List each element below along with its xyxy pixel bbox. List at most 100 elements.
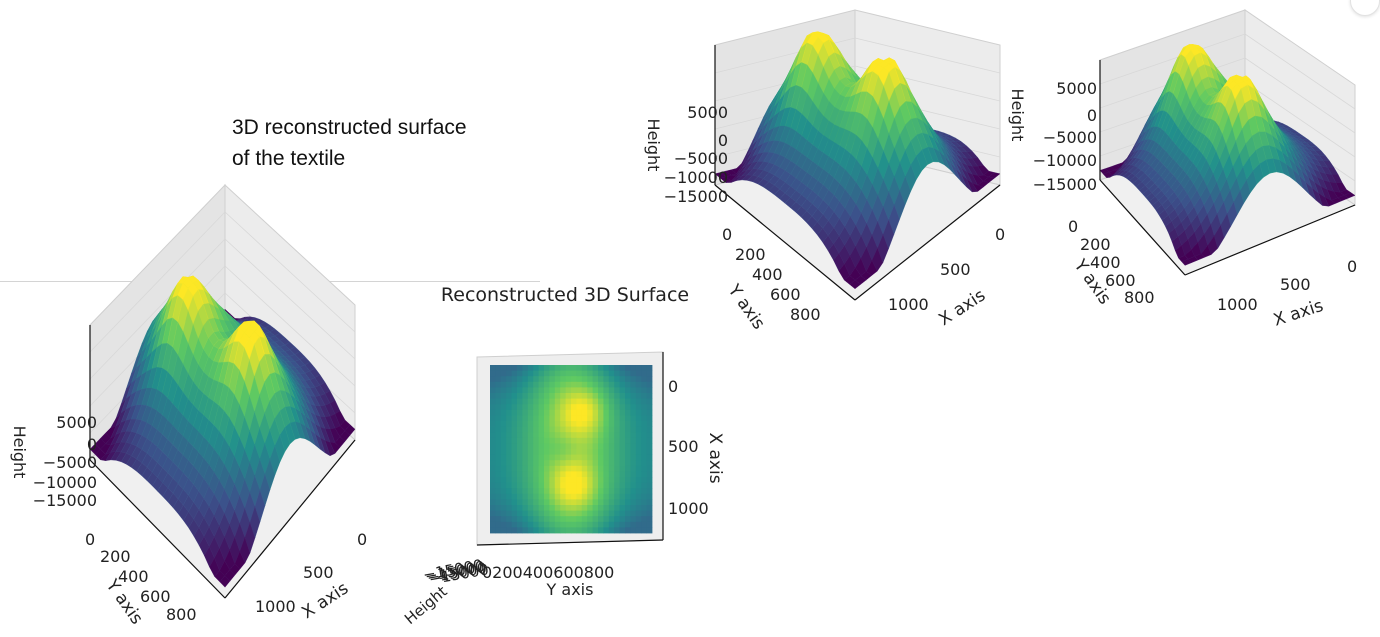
- surface-cell: [581, 426, 588, 433]
- surface-cell: [549, 454, 556, 461]
- surface-cell: [565, 404, 572, 411]
- surface-cell: [527, 465, 534, 472]
- surface-cell: [576, 516, 583, 523]
- surface-cell: [565, 505, 572, 511]
- surface-cell: [517, 505, 523, 511]
- surface-cell: [646, 449, 653, 455]
- surface-cell: [511, 426, 518, 433]
- surface-cell: [635, 499, 642, 506]
- surface-cell: [527, 409, 534, 416]
- surface-cell: [587, 404, 593, 411]
- surface-cell: [608, 437, 615, 444]
- surface-cell: [630, 393, 637, 399]
- surface-cell: [538, 387, 545, 394]
- y-axis-line: [476, 539, 664, 546]
- surface-cell: [635, 488, 642, 495]
- surface-cell: [635, 432, 642, 439]
- surface-cell: [533, 443, 539, 450]
- surface-cell: [581, 381, 588, 388]
- surface-cell: [581, 454, 588, 461]
- x-tick-label: 500: [1280, 275, 1311, 294]
- surface-cell: [560, 432, 566, 439]
- surface-cell: [533, 510, 539, 517]
- surface-cell: [646, 477, 653, 483]
- surface-cell: [522, 516, 529, 523]
- surface-cell: [517, 460, 523, 467]
- surface-cell: [587, 527, 593, 534]
- surface-cell: [646, 454, 653, 461]
- surface-cell: [608, 454, 615, 461]
- surface-cell: [641, 477, 647, 483]
- surface-cell: [619, 454, 626, 461]
- surface-cell: [490, 510, 496, 517]
- surface-cell: [522, 477, 529, 483]
- surface-cell: [490, 471, 496, 478]
- surface-cell: [506, 493, 512, 500]
- surface-cell: [527, 426, 534, 433]
- surface-cell: [571, 376, 577, 383]
- surface-cell: [581, 437, 588, 444]
- surface-cell: [598, 516, 604, 523]
- surface-cell: [511, 409, 518, 416]
- surface-cell: [522, 398, 529, 405]
- surface-cell: [517, 370, 523, 377]
- surface-cell: [544, 370, 550, 377]
- surface-cell: [587, 510, 593, 517]
- surface-cell: [522, 415, 529, 422]
- surface-cell: [549, 488, 556, 495]
- surface-cell: [614, 499, 620, 506]
- surface-cell: [630, 365, 637, 371]
- surface-cell: [641, 370, 647, 377]
- surface-cell: [565, 421, 572, 427]
- surface-cell: [635, 493, 642, 500]
- surface-cell: [544, 432, 550, 439]
- surface-cell: [527, 365, 534, 371]
- x-axis-label: X axis: [298, 578, 352, 623]
- surface-cell: [517, 365, 523, 371]
- surface-cell: [500, 432, 507, 439]
- surface-cell: [544, 421, 550, 427]
- surface-cell: [533, 421, 539, 427]
- surface-cell: [592, 482, 599, 489]
- surface-cell: [500, 426, 507, 433]
- surface-cell: [614, 505, 620, 511]
- surface-cell: [603, 443, 610, 450]
- surface-cell: [533, 454, 539, 461]
- surface-cell: [517, 465, 523, 472]
- surface-cell: [641, 387, 647, 394]
- surface-cell: [576, 398, 583, 405]
- surface-cell: [619, 415, 626, 422]
- surface-cell: [533, 404, 539, 411]
- surface-cell: [646, 376, 653, 383]
- surface-cell: [544, 510, 550, 517]
- x-axis-label: X axis: [1271, 296, 1326, 331]
- surface-cell: [565, 415, 572, 422]
- x-tick-label: 500: [303, 563, 334, 582]
- surface-cell: [603, 477, 610, 483]
- surface-cell: [581, 505, 588, 511]
- surface-cell: [619, 398, 626, 405]
- surface-cell: [533, 432, 539, 439]
- surface-cell: [544, 449, 550, 455]
- surface-cell: [490, 398, 496, 405]
- surface-cell: [560, 499, 566, 506]
- surface-cell: [619, 409, 626, 416]
- surface-cell: [614, 443, 620, 450]
- surface-cell: [511, 471, 518, 478]
- y-tick-label: 400: [752, 265, 783, 284]
- surface-cell: [522, 365, 529, 371]
- surface-cell: [549, 482, 556, 489]
- surface-cell: [549, 381, 556, 388]
- surface-cell: [490, 521, 496, 528]
- surface-cell: [554, 387, 561, 394]
- surface-cell: [517, 421, 523, 427]
- surface-cell: [554, 465, 561, 472]
- surface-cell: [571, 443, 577, 450]
- surface-cell: [641, 404, 647, 411]
- surface-cell: [517, 393, 523, 399]
- caption-line-1: 3D reconstructed surface: [232, 116, 467, 139]
- surface-cell: [641, 415, 647, 422]
- surface-cell: [598, 488, 604, 495]
- surface-cell: [598, 505, 604, 511]
- surface-cell: [592, 510, 599, 517]
